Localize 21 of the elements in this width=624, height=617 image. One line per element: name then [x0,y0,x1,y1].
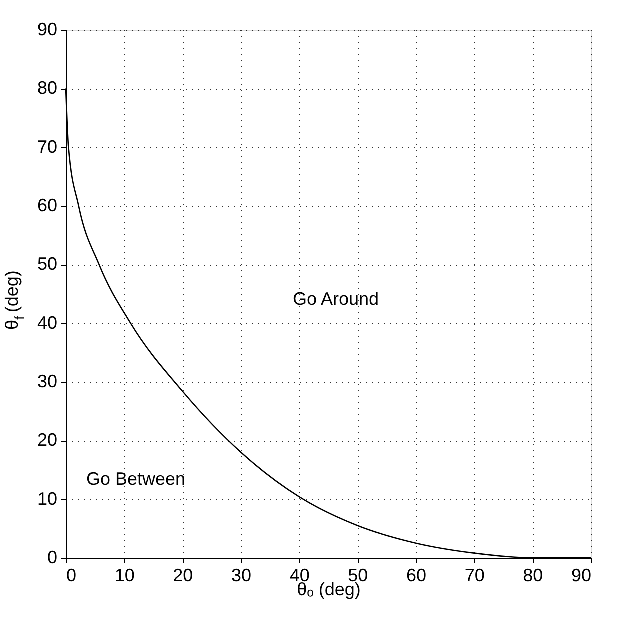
x-tick-label: 60 [406,566,427,586]
annotation: Go Between [86,469,186,489]
y-tick-label: 70 [37,136,58,157]
x-tick-label: 90 [571,566,592,586]
y-tick-label: 10 [37,488,58,509]
y-axis-title: θf (deg) [2,270,27,330]
x-tick-label: 20 [173,566,194,586]
y-tick-label: 40 [37,312,58,333]
y-tick-label: 60 [37,196,58,216]
x-tick-label: 0 [66,566,77,586]
x-tick-label: 10 [114,566,135,586]
y-tick-label: 90 [37,20,58,40]
y-tick-label: 30 [37,372,58,392]
x-tick-label: 30 [231,566,252,586]
y-tick-label: 80 [37,78,58,98]
x-tick-label: 80 [523,566,544,586]
annotation: Go Around [292,289,380,309]
y-tick-label: 0 [47,548,58,568]
y-tick-label: 20 [37,430,58,450]
x-tick-label: 70 [464,566,485,586]
y-tick-label: 50 [37,254,58,274]
